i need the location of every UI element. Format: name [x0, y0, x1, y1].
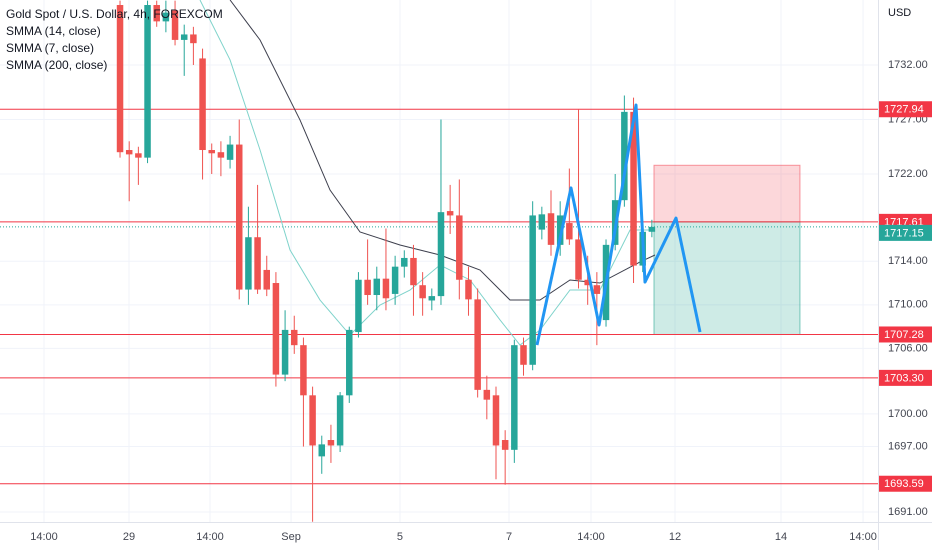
y-tick-label: 1700.00 — [888, 408, 928, 420]
candle-body — [235, 144, 243, 290]
candle-body — [547, 213, 555, 245]
level-price-tag — [879, 369, 932, 386]
chart-title: Gold Spot / U.S. Dollar, 4h, FOREXCOM — [6, 7, 223, 21]
candle-body — [272, 283, 280, 375]
candle-body — [437, 212, 445, 297]
level-price-tag — [879, 326, 932, 343]
y-tick-label: 1710.00 — [888, 299, 928, 311]
level-price-tag — [879, 101, 932, 118]
x-tick-label: 14:00 — [30, 531, 58, 543]
legend-entry: SMMA (7, close) — [6, 41, 94, 55]
x-tick-label: Sep — [281, 531, 301, 543]
candle-body — [621, 111, 628, 201]
candle-body — [391, 266, 399, 294]
candle-body — [171, 10, 179, 40]
candle-body — [584, 279, 591, 286]
candle-body — [492, 395, 500, 446]
y-tick-label: 1722.00 — [888, 168, 928, 180]
y-tick-label: 1706.00 — [888, 342, 928, 354]
candle-body — [446, 211, 454, 216]
candle-body — [520, 345, 527, 365]
candle-body — [190, 34, 197, 44]
legend-entry: SMMA (14, close) — [6, 24, 101, 38]
candle-body — [556, 215, 564, 245]
candle-body — [263, 269, 270, 290]
x-tick-label: 14:00 — [577, 531, 605, 543]
last-price-tag — [879, 224, 932, 241]
candle-body — [318, 444, 326, 457]
level-price-label: 1693.59 — [884, 478, 924, 490]
candle-body — [364, 279, 371, 296]
axes: 1732.001727.001722.001714.001710.001706.… — [30, 59, 932, 543]
candle-body — [116, 5, 124, 153]
level-price-label: 1703.30 — [884, 372, 924, 384]
candle-body — [162, 12, 170, 22]
candle-body — [245, 237, 252, 290]
candle-body — [144, 5, 151, 158]
x-tick-label: 14:00 — [196, 531, 224, 543]
candle-body — [483, 389, 491, 400]
candle-body — [153, 5, 160, 22]
candle-body — [254, 237, 261, 290]
candle-body — [511, 345, 518, 450]
x-tick-label: 14 — [775, 531, 787, 543]
x-tick-label: 7 — [506, 531, 512, 543]
level-price-label: 1707.28 — [884, 329, 924, 341]
candle-body — [401, 257, 408, 267]
candle-body — [199, 58, 206, 151]
candle-body — [336, 395, 344, 446]
candle-body — [180, 34, 188, 40]
candle-body — [208, 150, 215, 154]
candle-body — [593, 285, 601, 294]
candle-body — [456, 215, 463, 280]
candle-body — [538, 214, 546, 230]
candle-body — [373, 278, 381, 296]
stop-zone — [653, 164, 801, 223]
candle-body — [135, 153, 142, 158]
candle-body — [281, 329, 289, 375]
candle-body — [529, 215, 536, 365]
x-tick-label: 5 — [397, 531, 403, 543]
candle-body — [465, 279, 472, 300]
level-price-tag — [879, 475, 932, 492]
candle-body — [309, 395, 316, 446]
candle-body — [575, 239, 582, 280]
y-tick-label: 1691.00 — [888, 506, 928, 518]
candle-body — [648, 226, 656, 232]
candle-body — [419, 285, 426, 299]
candle-body — [501, 440, 509, 450]
candle-body — [630, 111, 637, 266]
candle-body — [346, 329, 353, 396]
candle-body — [291, 329, 298, 346]
candle-body — [355, 279, 362, 333]
candle-body — [382, 278, 390, 299]
currency-label: USD — [888, 7, 911, 19]
grid — [0, 0, 878, 522]
y-tick-label: 1732.00 — [888, 59, 928, 71]
y-tick-label: 1697.00 — [888, 440, 928, 452]
candle-body — [327, 440, 335, 446]
candle-body — [566, 223, 573, 240]
candle-body — [300, 345, 307, 396]
legend-entry: SMMA (200, close) — [6, 58, 107, 72]
candle-body — [217, 152, 225, 158]
candle-body — [226, 144, 234, 160]
pattern-drawing — [535, 103, 702, 346]
plot-area — [0, 0, 878, 522]
level-price-label: 1727.94 — [884, 104, 924, 116]
y-tick-label: 1714.00 — [888, 255, 928, 267]
candle-body — [428, 296, 436, 301]
candle-body — [474, 299, 481, 390]
x-tick-label: 12 — [669, 531, 681, 543]
candle-body — [410, 257, 417, 286]
x-tick-label: 14:00 — [849, 531, 877, 543]
last-price-label: 1717.15 — [884, 227, 924, 239]
x-tick-label: 29 — [123, 531, 135, 543]
target-zone — [653, 221, 801, 335]
candle-body — [125, 150, 133, 155]
